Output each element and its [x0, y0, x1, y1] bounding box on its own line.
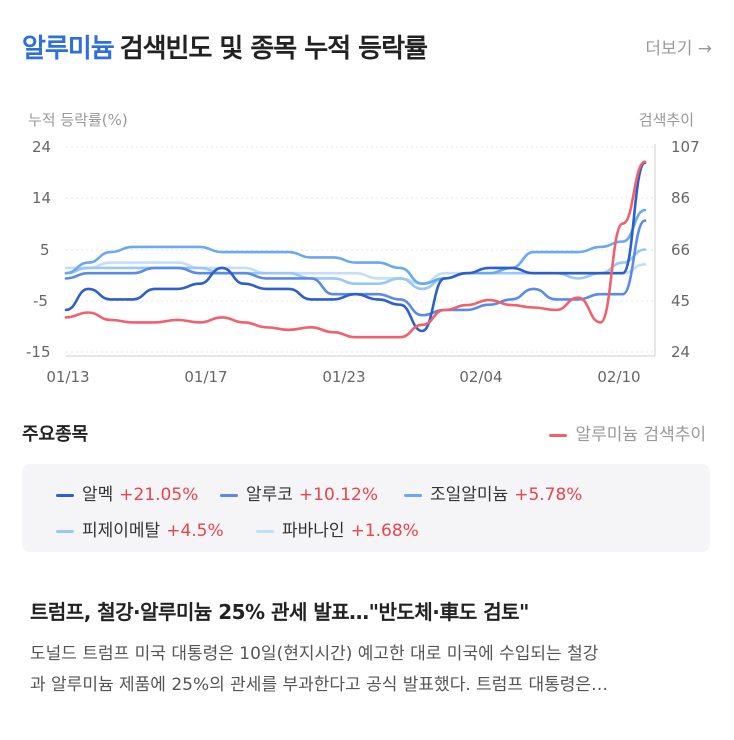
legend-item[interactable]: 조일알미늄 +5.78%	[404, 480, 582, 505]
y-left-tick: -5	[33, 292, 48, 310]
stock-legend: 알멕 +21.05% 알루코 +10.12% 조일알미늄 +5.78% 피제이메탈 +4…	[22, 464, 710, 552]
search-legend-label: 알루미늄 검색추이	[575, 425, 706, 445]
legend-name: 파바나인	[282, 521, 345, 541]
y-left-tick: -15	[26, 343, 51, 361]
series-line-search-trend	[64, 160, 647, 339]
card-header: 알루미늄 검색빈도 및 종목 누적 등락률 더보기 →	[22, 28, 712, 68]
legend-item[interactable]: 파바나인 +1.68%	[256, 516, 419, 541]
section-title: 주요종목	[22, 424, 89, 445]
legend-swatch	[404, 493, 422, 497]
line-chart: 누적 등락률(%) 검색추이 24 14 5 -5 -15 107 86 66 …	[26, 111, 700, 386]
legend-swatch	[220, 493, 238, 497]
search-trend-legend: 알루미늄 검색추이	[549, 420, 706, 445]
y-right-tick: 66	[671, 241, 690, 259]
legend-item[interactable]: 알루코 +10.12%	[220, 480, 378, 505]
legend-change: +10.12%	[298, 485, 378, 505]
left-y-ticks: 24 14 5 -5 -15	[26, 138, 51, 361]
news-summary-line: 도널드 트럼프 미국 대통령은 10일(현지시간) 예고한 대로 미국에 수입되…	[30, 644, 599, 664]
legend-change: +4.5%	[166, 521, 224, 541]
x-tick: 02/10	[597, 368, 640, 386]
news-summary-line: 과 알루미늄 제품에 25%의 관세를 부과한다고 공식 발표했다. 트럼프 대…	[30, 675, 609, 695]
y-right-tick: 86	[671, 189, 690, 207]
series-layer	[64, 160, 647, 339]
news-item[interactable]: 트럼프, 철강·알루미늄 25% 관세 발표…"반도체·車도 검토" 도널드 트…	[30, 596, 710, 701]
legend-item[interactable]: 피제이메탈 +4.5%	[56, 516, 224, 541]
more-link[interactable]: 더보기 →	[645, 39, 712, 59]
legend-swatch	[256, 529, 274, 533]
legend-name: 피제이메탈	[82, 521, 161, 541]
legend-name: 알루코	[246, 485, 293, 505]
legend-swatch	[56, 529, 74, 533]
legend-change: +21.05%	[119, 485, 199, 505]
series-line-1	[64, 161, 647, 333]
legend-item[interactable]: 알멕 +21.05%	[56, 480, 198, 505]
keyword-label: 알루미늄	[22, 34, 115, 64]
y-left-tick: 5	[40, 241, 50, 259]
legend-name: 알멕	[82, 485, 114, 505]
legend-swatch	[56, 493, 74, 497]
news-title[interactable]: 트럼프, 철강·알루미늄 25% 관세 발표…"반도체·車도 검토"	[30, 600, 529, 624]
section-header: 주요종목 알루미늄 검색추이	[22, 418, 712, 448]
x-tick: 01/17	[184, 368, 227, 386]
y-right-tick: 24	[671, 343, 690, 361]
news-summary: 도널드 트럼프 미국 대통령은 10일(현지시간) 예고한 대로 미국에 수입되…	[30, 639, 710, 701]
gridlines	[66, 146, 655, 353]
y-right-tick: 45	[671, 292, 690, 310]
y-left-tick: 24	[32, 138, 51, 156]
legend-change: +5.78%	[514, 485, 583, 505]
x-tick: 01/23	[322, 368, 365, 386]
legend-name: 조일알미늄	[430, 485, 509, 505]
search-legend-swatch	[549, 433, 568, 437]
title-text: 검색빈도 및 종목 누적 등락률	[119, 34, 428, 64]
right-axis-label: 검색추이	[639, 111, 694, 129]
right-y-ticks: 107 86 66 45 24	[671, 138, 700, 361]
x-ticks: 01/13 01/17 01/23 02/04 02/10	[46, 368, 640, 386]
left-axis-label: 누적 등락률(%)	[28, 111, 128, 129]
page-title: 알루미늄 검색빈도 및 종목 누적 등락률	[22, 28, 428, 65]
y-right-tick: 107	[671, 138, 700, 156]
series-line-3	[64, 208, 647, 285]
x-tick: 02/04	[459, 368, 502, 386]
y-left-tick: 14	[32, 189, 51, 207]
legend-change: +1.68%	[350, 521, 419, 541]
x-tick: 01/13	[46, 368, 89, 386]
